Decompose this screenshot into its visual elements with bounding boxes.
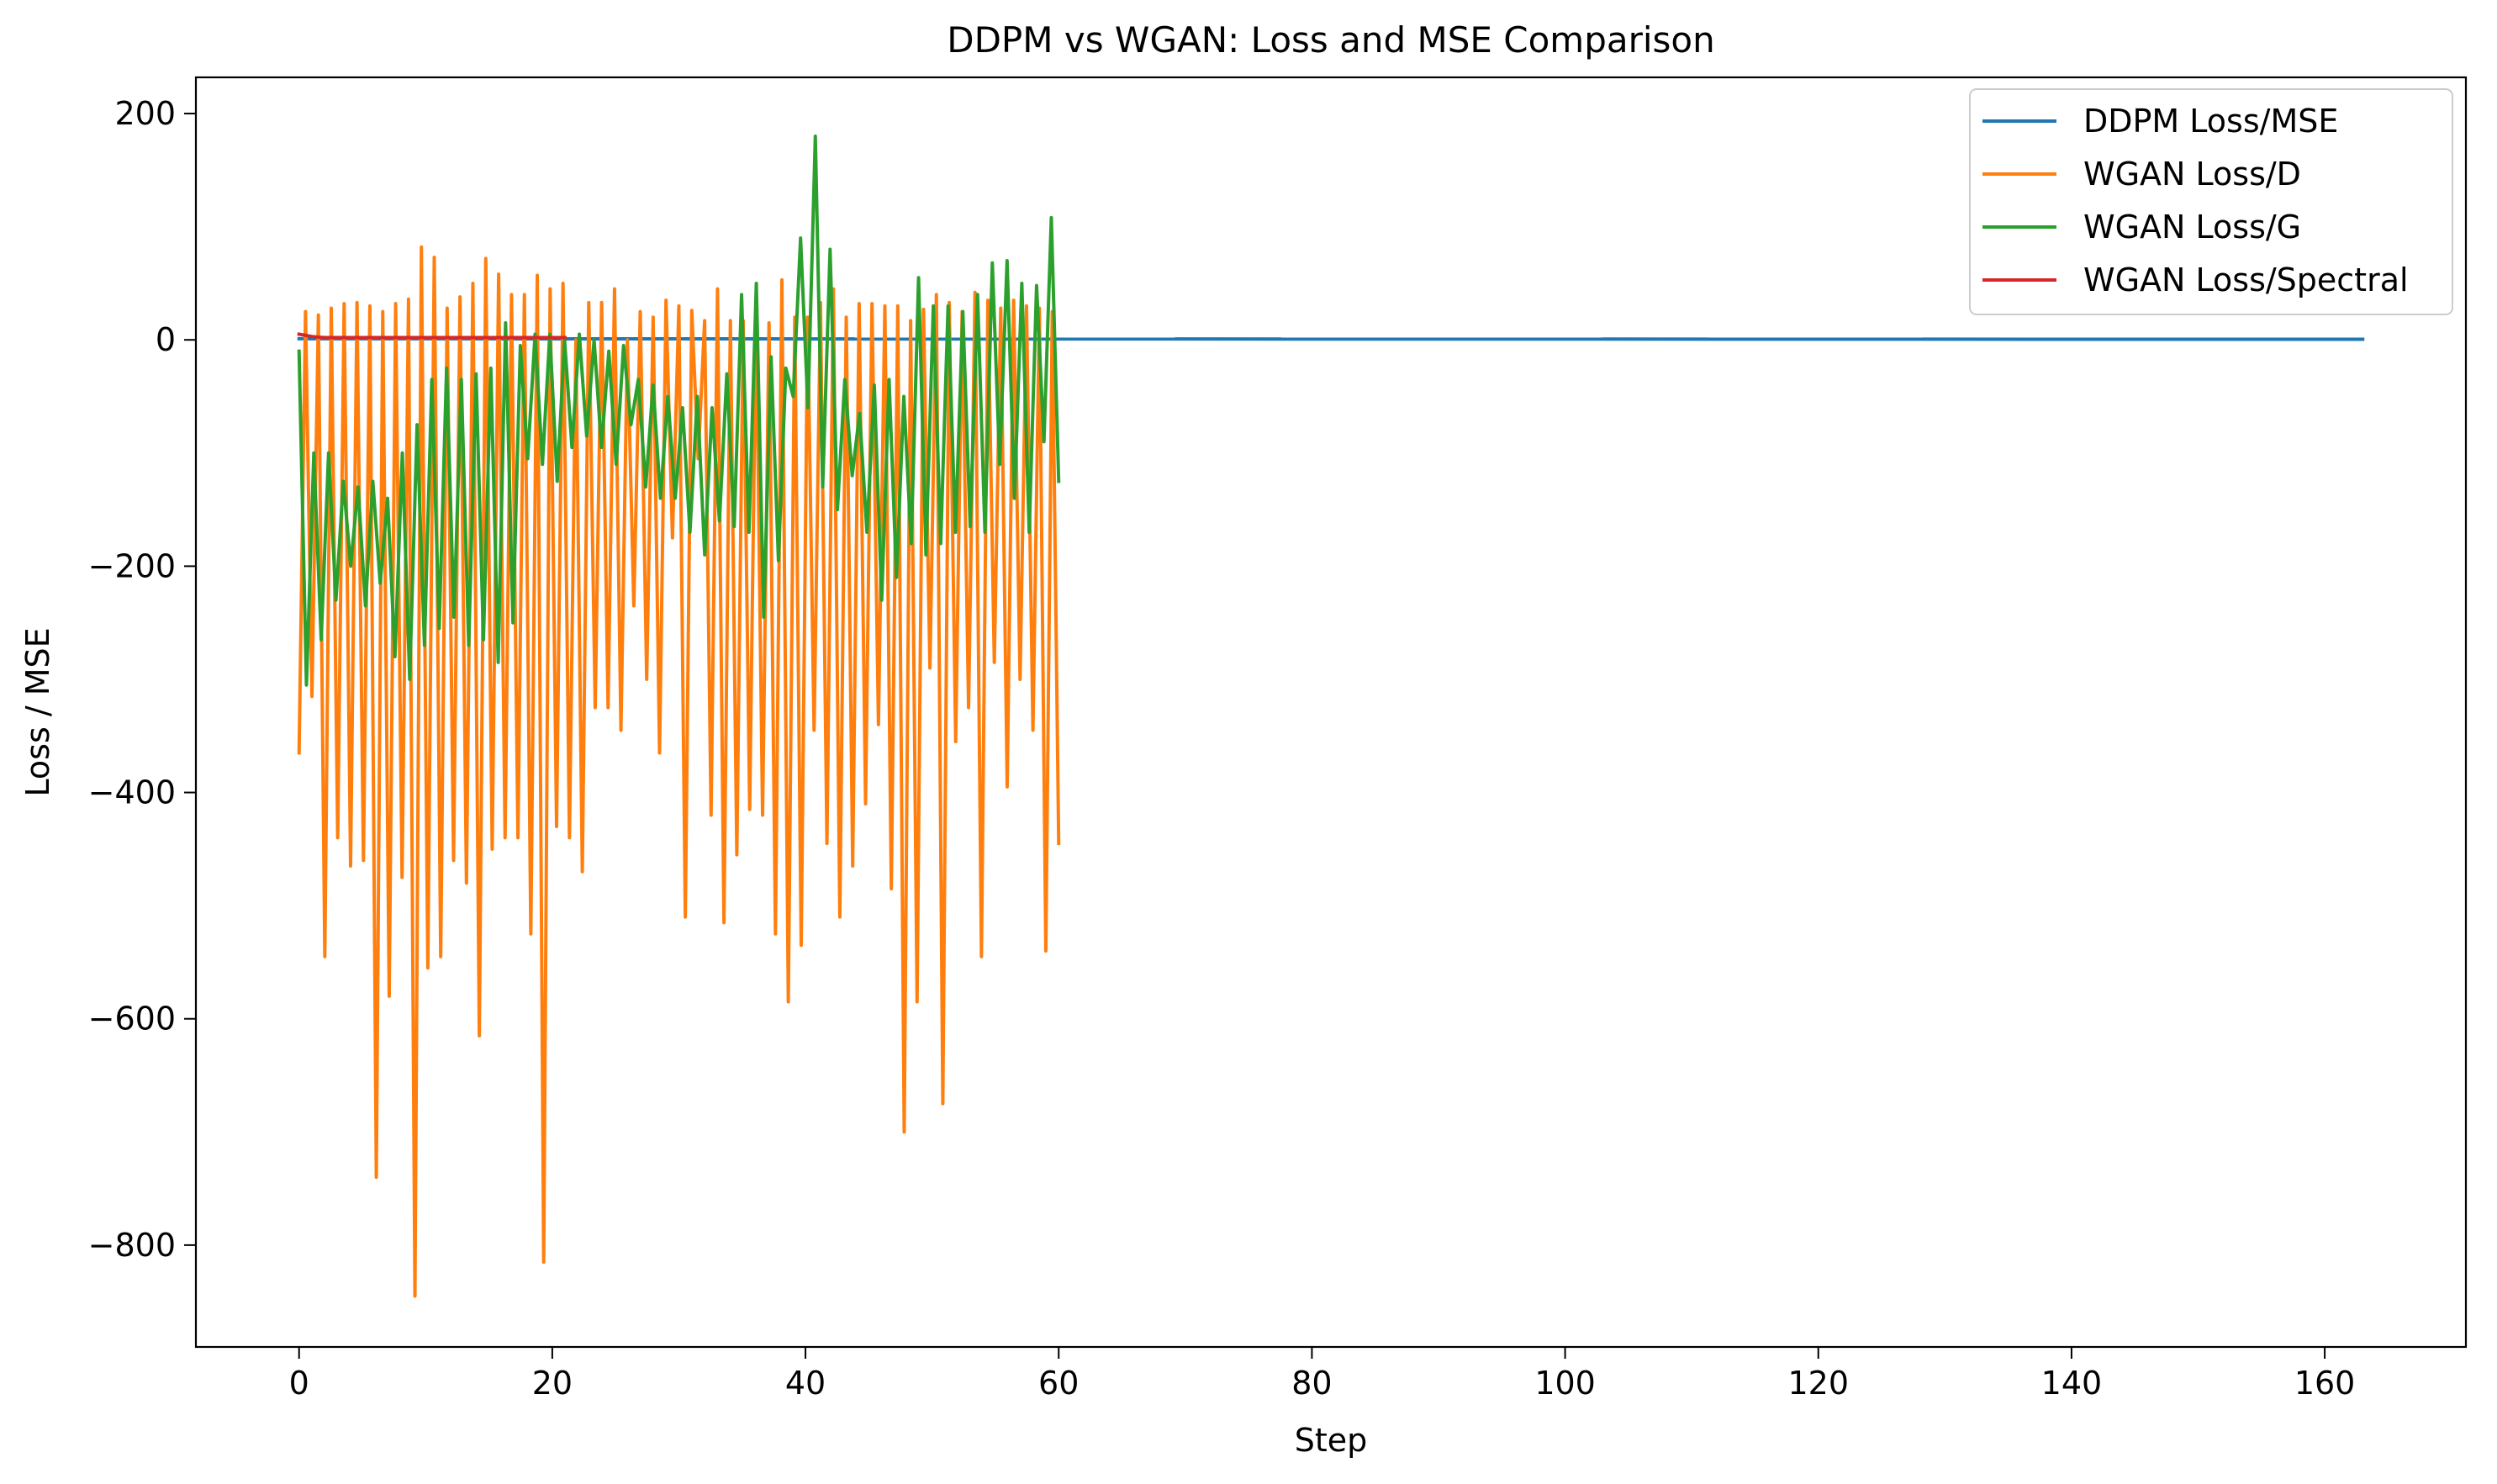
x-tick-label: 120 bbox=[1787, 1365, 1849, 1402]
y-tick-label: 200 bbox=[114, 95, 176, 132]
x-tick-label: 0 bbox=[289, 1365, 309, 1402]
x-tick-label: 140 bbox=[2041, 1365, 2103, 1402]
y-tick-label: −200 bbox=[88, 547, 176, 584]
legend-label: DDPM Loss/MSE bbox=[2083, 103, 2338, 140]
y-tick-label: −400 bbox=[88, 774, 176, 811]
plot-area bbox=[297, 134, 2365, 1298]
x-tick-label: 20 bbox=[532, 1365, 573, 1402]
y-tick-label: −600 bbox=[88, 1001, 176, 1038]
series-line-wgan-loss-spectral bbox=[297, 332, 567, 340]
x-tick-label: 100 bbox=[1534, 1365, 1596, 1402]
legend-label: WGAN Loss/D bbox=[2083, 156, 2301, 193]
x-axis: 0 20 40 60 80 100 120 140 160 bbox=[289, 1347, 2356, 1402]
y-tick-label: −800 bbox=[88, 1227, 176, 1264]
legend-label: WGAN Loss/Spectral bbox=[2083, 261, 2409, 298]
series-line-wgan-loss-g bbox=[297, 134, 1061, 687]
x-tick-label: 80 bbox=[1291, 1365, 1332, 1402]
legend-box bbox=[1969, 88, 2453, 315]
chart-title: DDPM vs WGAN: Loss and MSE Comparison bbox=[947, 19, 1715, 61]
y-axis: −800 −600 −400 −200 0 200 bbox=[88, 95, 196, 1264]
series-layer bbox=[297, 134, 2365, 1298]
y-axis-label: Loss / MSE bbox=[19, 627, 56, 796]
y-tick-label: 0 bbox=[156, 321, 176, 358]
x-tick-label: 160 bbox=[2294, 1365, 2356, 1402]
series-line-ddpm-loss-mse bbox=[297, 336, 2365, 341]
x-tick-label: 40 bbox=[785, 1365, 826, 1402]
plot-frame bbox=[194, 76, 2468, 1349]
legend: DDPM Loss/MSE WGAN Loss/D WGAN Loss/G WGAN … bbox=[1969, 88, 2453, 315]
x-axis-label: Step bbox=[1295, 1422, 1368, 1459]
legend-label: WGAN Loss/G bbox=[2083, 209, 2301, 246]
x-tick-label: 60 bbox=[1038, 1365, 1079, 1402]
series-line-wgan-loss-d bbox=[297, 245, 1061, 1298]
